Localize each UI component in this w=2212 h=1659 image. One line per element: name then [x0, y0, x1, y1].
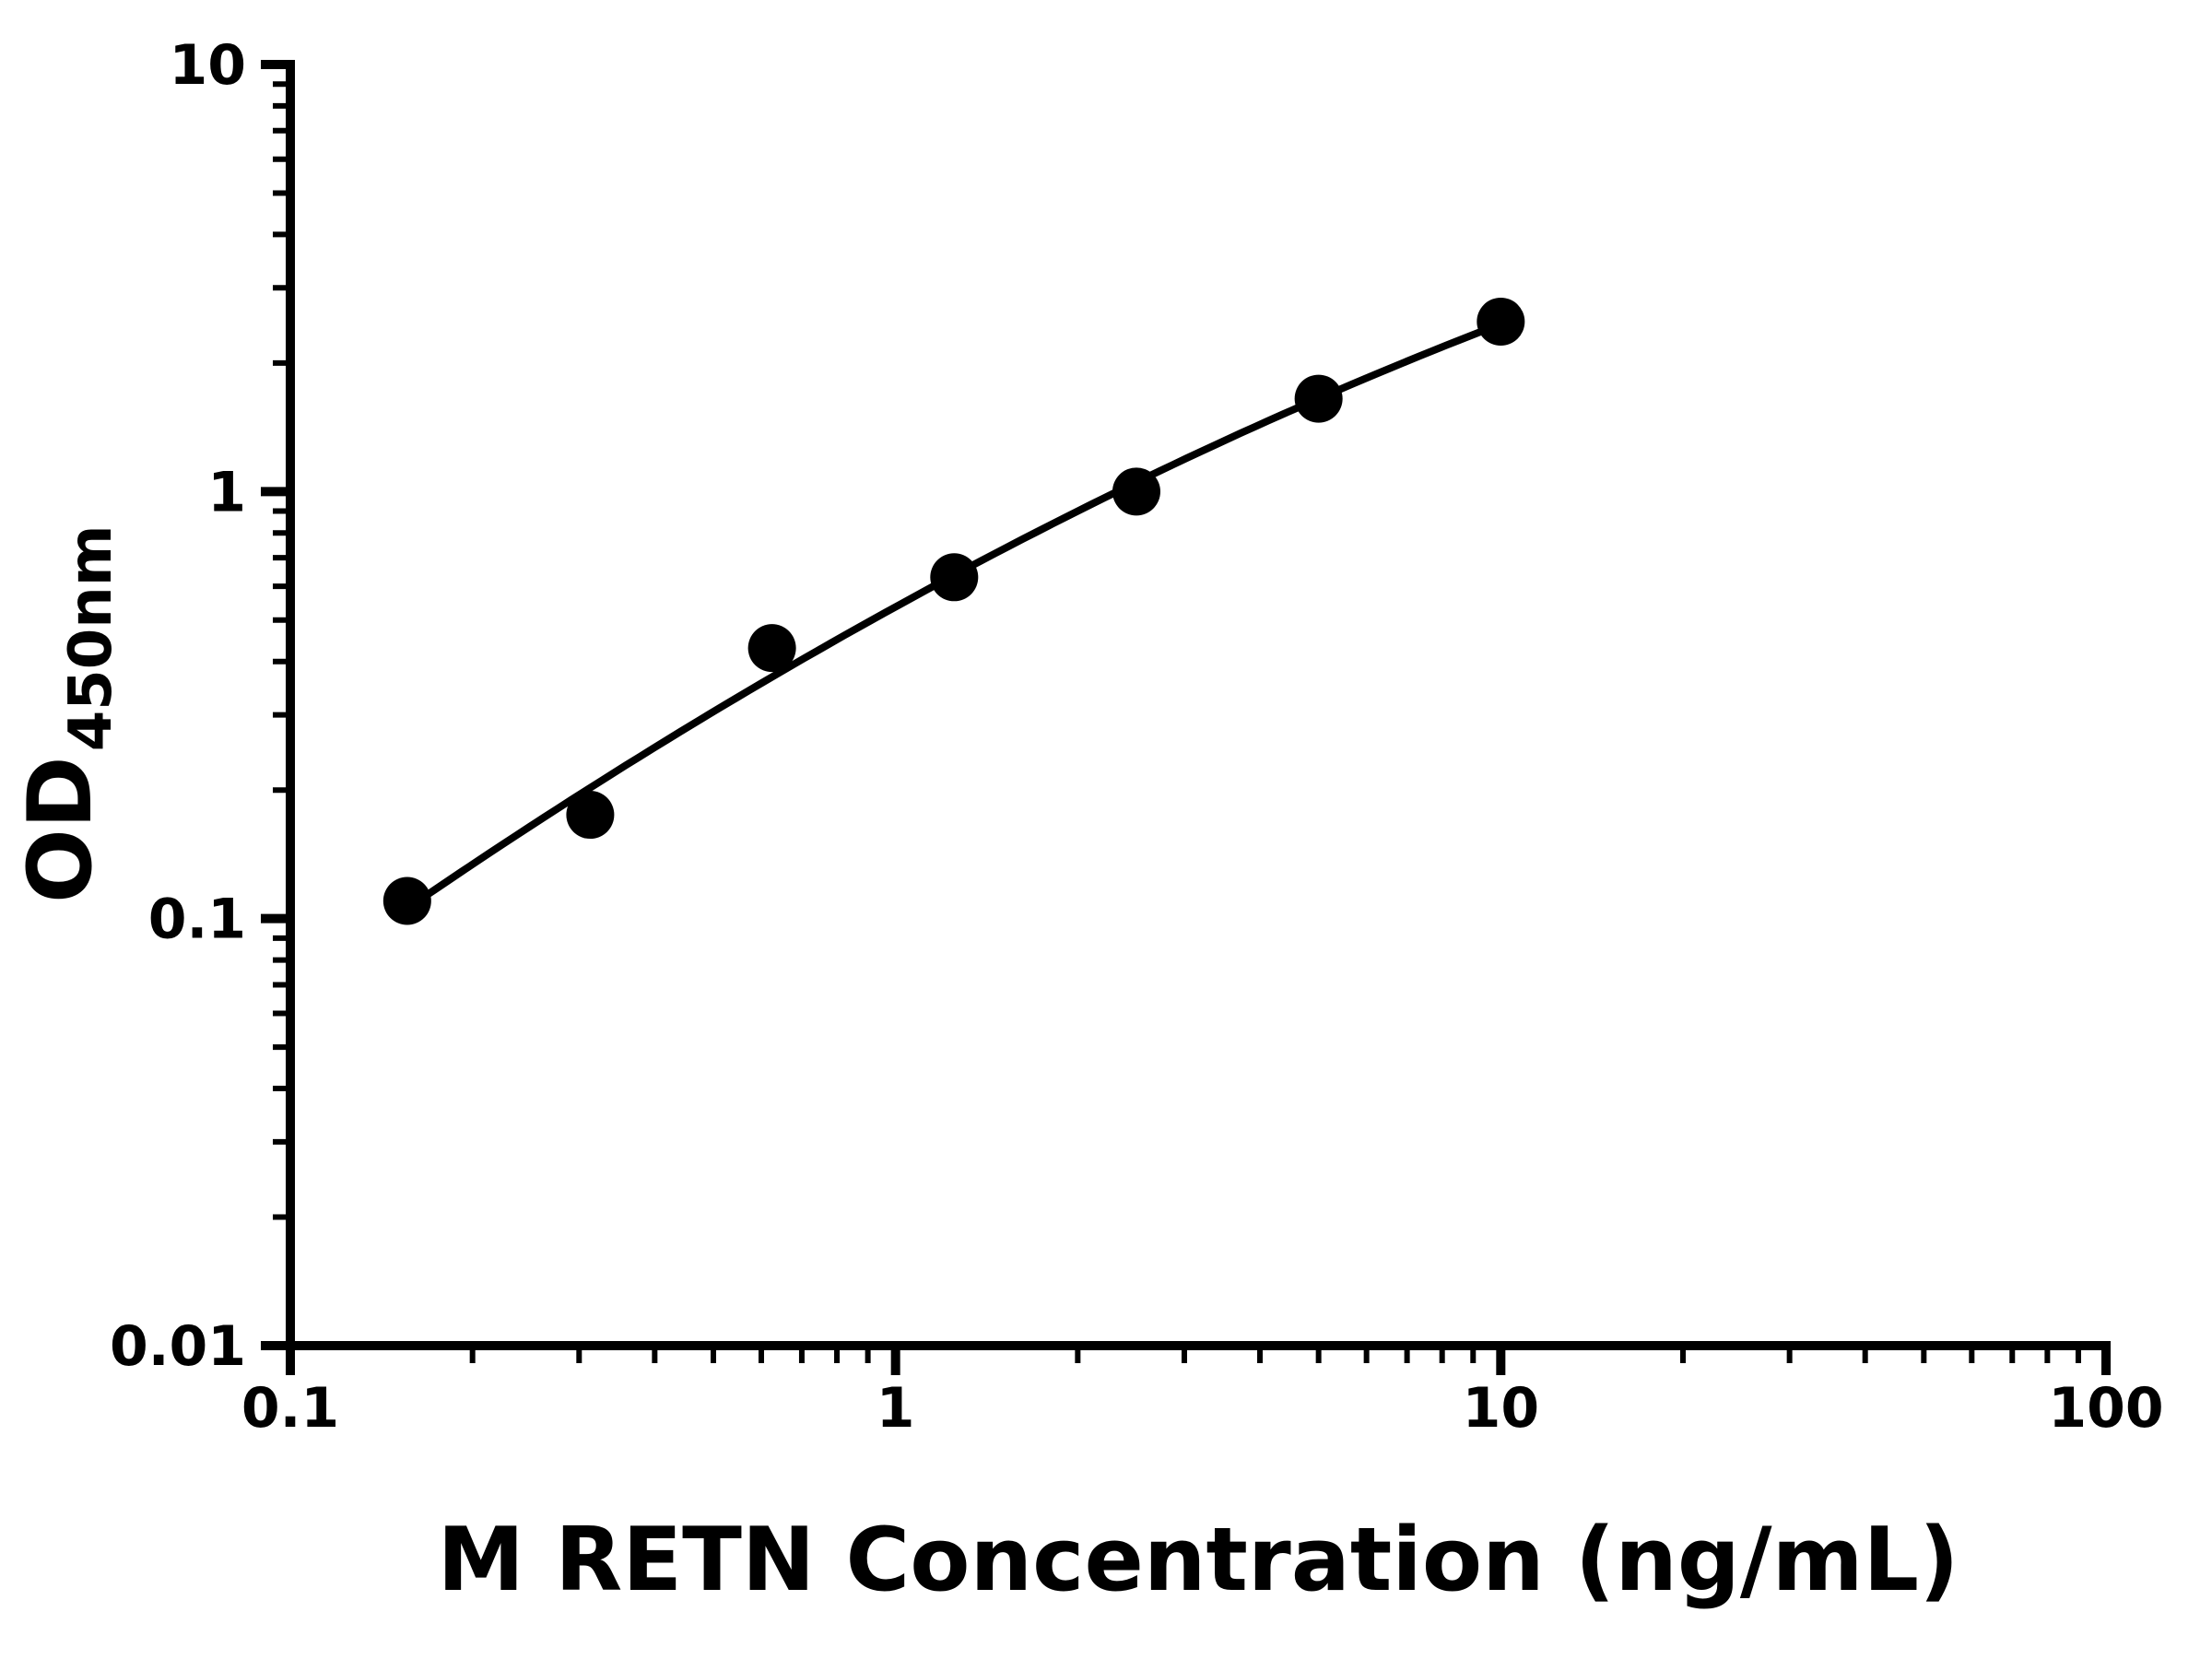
x-tick-label: 0.1: [241, 1376, 339, 1441]
x-tick-label: 1: [877, 1376, 915, 1441]
axes-layer: [286, 60, 2111, 1350]
y-axis-title-subscript: 450nm: [57, 524, 125, 751]
x-tick-label: 10: [1463, 1376, 1540, 1441]
y-tick-label: 0.01: [110, 1314, 246, 1379]
y-tick-label: 10: [170, 33, 247, 98]
y-tick-label: 0.1: [148, 888, 246, 952]
y-tick-label: 1: [207, 460, 246, 524]
data-point: [747, 624, 796, 673]
y-axis-title-main: OD: [10, 756, 112, 903]
x-axis-title: M RETN Concentration (ng/mL): [437, 1510, 1959, 1611]
data-point: [1294, 374, 1343, 423]
data-point: [1112, 467, 1160, 516]
data-point: [382, 877, 431, 925]
data-point: [566, 791, 615, 840]
x-tick-label: 100: [2048, 1376, 2163, 1441]
data-point: [1477, 297, 1525, 346]
data-points-layer: [382, 297, 1525, 925]
ticks-layer: [261, 60, 2111, 1375]
data-point: [930, 553, 979, 602]
axis-lines: [286, 60, 2111, 1350]
y-axis-title: OD 450nm: [10, 524, 125, 903]
